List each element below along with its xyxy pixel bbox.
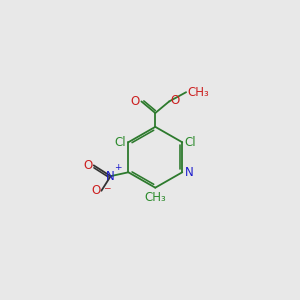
Text: Cl: Cl <box>114 136 126 149</box>
Text: N: N <box>106 169 115 183</box>
Text: O: O <box>171 94 180 107</box>
Text: O: O <box>83 159 92 172</box>
Text: Cl: Cl <box>184 136 196 149</box>
Text: CH₃: CH₃ <box>144 191 166 204</box>
Text: O: O <box>92 184 100 197</box>
Text: CH₃: CH₃ <box>188 86 209 99</box>
Text: N: N <box>184 166 193 179</box>
Text: +: + <box>115 163 122 172</box>
Text: O: O <box>130 95 140 108</box>
Text: −: − <box>103 183 110 192</box>
